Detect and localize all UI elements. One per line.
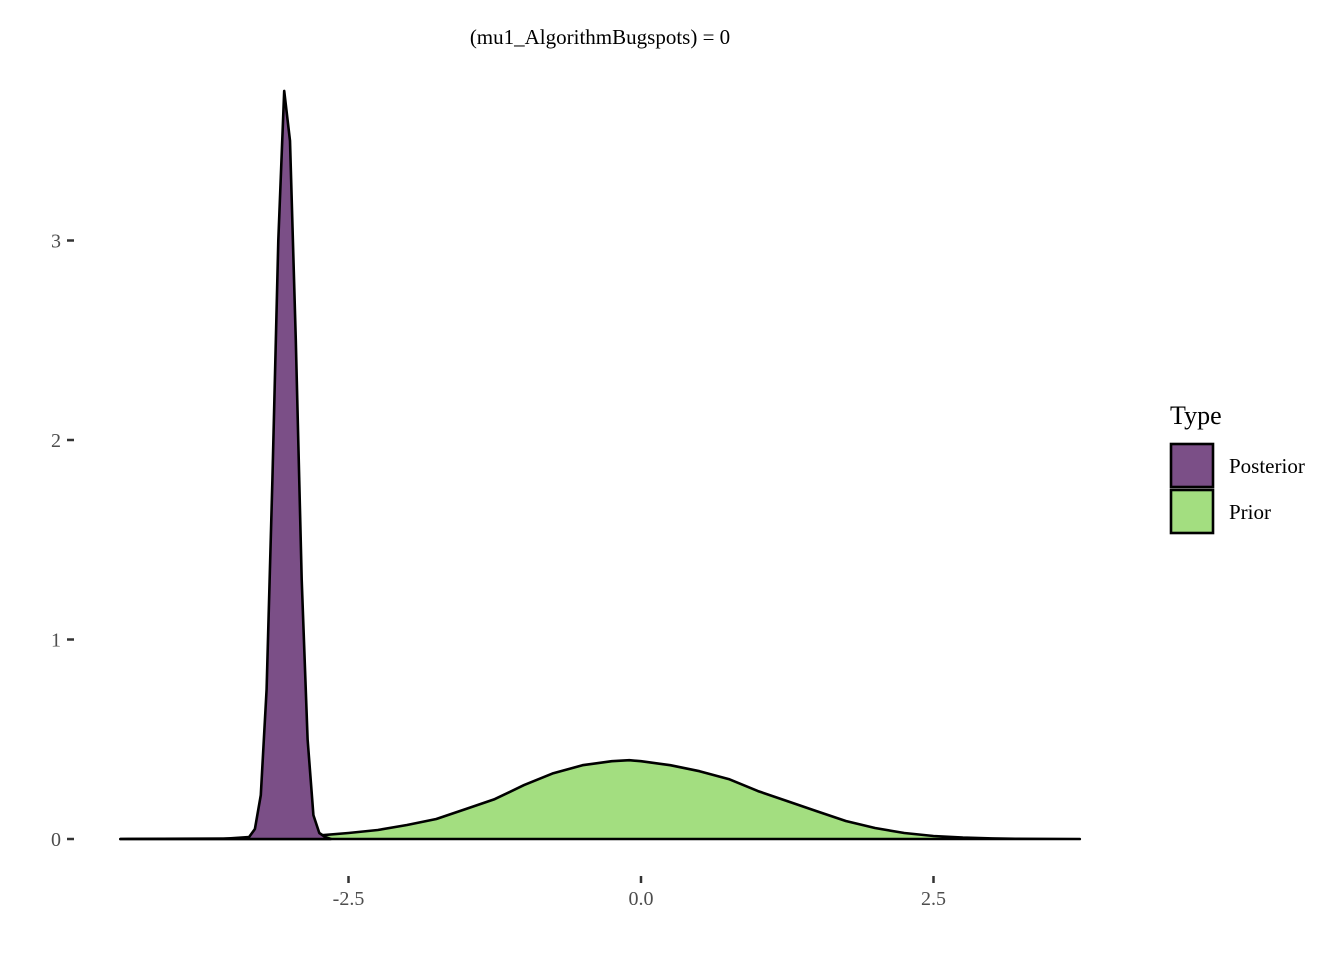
density-area-prior [119, 758, 1082, 841]
y-axis: 0 1 2 3 [51, 231, 74, 851]
y-tick-label: 0 [51, 829, 61, 851]
legend-title: Type [1170, 401, 1222, 430]
legend-item-prior: Prior [1169, 488, 1271, 535]
legend-label-prior: Prior [1229, 500, 1271, 524]
x-tick-label: 2.5 [921, 888, 946, 910]
x-tick-label: 0.0 [629, 888, 654, 910]
legend-item-posterior: Posterior [1169, 442, 1305, 489]
density-areas [119, 89, 1082, 841]
x-tick-label: -2.5 [333, 888, 365, 910]
density-area-posterior [119, 89, 333, 841]
y-tick-label: 3 [51, 231, 61, 253]
legend-label-posterior: Posterior [1229, 454, 1305, 478]
y-tick-label: 1 [51, 630, 61, 652]
legend: Type Posterior Prior [1169, 401, 1305, 535]
chart-title: (mu1_AlgorithmBugspots) = 0 [470, 25, 730, 49]
y-tick-label: 2 [51, 430, 61, 452]
x-axis: -2.5 0.0 2.5 [333, 876, 946, 910]
legend-swatch-posterior [1169, 442, 1215, 489]
legend-swatch-prior [1169, 488, 1215, 535]
